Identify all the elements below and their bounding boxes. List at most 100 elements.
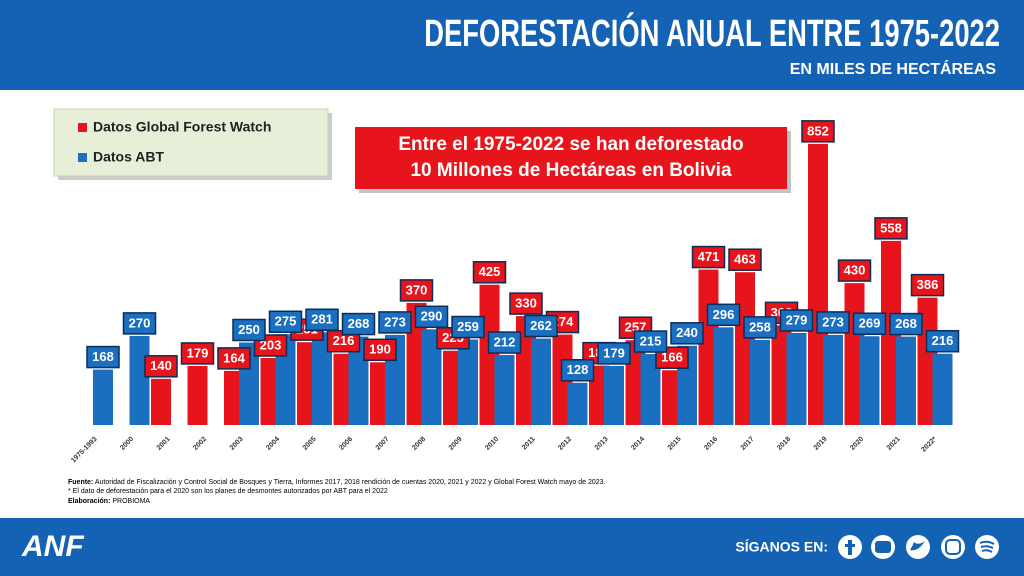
- value-label-box: [399, 279, 434, 302]
- value-label-box: [706, 303, 741, 327]
- credit: Elaboración: PROBIOMA: [68, 498, 150, 505]
- bar: [640, 354, 661, 425]
- x-tick-label: 2015: [667, 436, 683, 452]
- value-label-box: [779, 309, 814, 332]
- value-label-box: [633, 330, 668, 353]
- legend-label: Datos Global Forest Watch: [93, 119, 271, 135]
- x-tick-label: 2019: [813, 436, 829, 452]
- value-label: 216: [333, 333, 355, 348]
- glyph: [848, 540, 852, 555]
- x-tick-label: 2009: [448, 436, 464, 452]
- value-label-box: [691, 245, 726, 269]
- value-label: 216: [932, 333, 954, 348]
- footer-band: [0, 518, 1024, 576]
- legend-swatch: [78, 123, 87, 132]
- value-label: 164: [223, 350, 245, 365]
- plot: 1401791642032512161903702254253302741802…: [70, 120, 960, 464]
- bar: [932, 353, 953, 425]
- value-label: 430: [844, 263, 866, 278]
- bar: [93, 369, 113, 425]
- value-label-box: [86, 345, 120, 369]
- value-label: 268: [348, 316, 370, 331]
- value-label: 370: [406, 282, 428, 297]
- value-label: 425: [479, 264, 501, 279]
- value-label: 259: [457, 319, 479, 334]
- value-label-box: [472, 261, 507, 284]
- value-label-box: [144, 355, 178, 378]
- x-tick-label: 2021: [886, 436, 902, 452]
- value-label-box: [363, 338, 397, 362]
- bar: [129, 335, 150, 425]
- legend-swatch: [78, 153, 87, 162]
- annotation-box: [355, 127, 787, 189]
- credit-text: PROBIOMA: [112, 498, 150, 505]
- x-tick-label: 2003: [229, 436, 245, 452]
- value-label: 268: [895, 316, 917, 331]
- value-label-box: [728, 248, 762, 271]
- title: DEFORESTACIÓN ANUAL ENTRE 1975-2022: [424, 12, 1000, 56]
- x-tick-label: 2006: [338, 436, 354, 452]
- credit-label: Elaboración:: [68, 498, 110, 505]
- glyph: [945, 539, 961, 555]
- value-label-box: [925, 329, 960, 353]
- value-label-box: [414, 305, 449, 329]
- bar: [786, 332, 807, 425]
- bar: [567, 382, 588, 425]
- source-label: Fuente:: [68, 479, 93, 486]
- x-tick-label: 2001: [156, 436, 172, 452]
- x-tick-label: 2018: [776, 436, 792, 452]
- annotation-wrap: Entre el 1975-2022 se han deforestado 10…: [398, 134, 744, 181]
- value-label-box: [816, 311, 850, 334]
- value-label: 558: [880, 220, 902, 235]
- bar: [896, 336, 916, 425]
- x-tick-label: 2012: [557, 436, 573, 452]
- x-tick-label: 2011: [521, 436, 537, 452]
- value-label: 240: [676, 325, 698, 340]
- x-tick-label: 2022*: [920, 436, 938, 454]
- bar: [823, 334, 843, 425]
- value-label: 463: [734, 252, 756, 267]
- value-label: 128: [567, 362, 589, 377]
- x-tick-label: 2008: [411, 436, 427, 452]
- value-label: 273: [822, 314, 844, 329]
- value-label: 471: [698, 249, 720, 264]
- x-tick-label: 2014: [630, 436, 646, 452]
- value-label-box: [341, 312, 376, 336]
- value-label: 275: [275, 314, 297, 329]
- value-label-box: [451, 315, 485, 339]
- bar: [151, 378, 171, 425]
- value-label: 140: [150, 358, 172, 373]
- glyph: [910, 541, 925, 551]
- value-label-box: [560, 359, 595, 382]
- bar: [859, 336, 880, 425]
- annotation: Entre el 1975-2022 se han deforestado 10…: [398, 134, 744, 181]
- x-tick-label: 2016: [703, 436, 719, 452]
- value-label-box: [874, 217, 908, 240]
- x-tick-label: 2002: [192, 436, 208, 452]
- bar: [458, 339, 478, 425]
- value-label: 270: [129, 315, 151, 330]
- value-label: 273: [384, 314, 406, 329]
- note: * El dato de deforestación para el 2020 …: [68, 488, 388, 495]
- value-label-box: [180, 342, 215, 365]
- legend-label: Datos ABT: [93, 149, 164, 165]
- value-label-box: [670, 322, 704, 345]
- value-label-box: [268, 310, 303, 333]
- value-label-box: [524, 314, 558, 338]
- bar: [312, 332, 332, 425]
- value-label: 852: [807, 123, 829, 138]
- glyph: [875, 541, 891, 553]
- bar: [275, 334, 296, 425]
- legend-items: Datos Global Forest Watch Datos ABT: [78, 119, 271, 165]
- value-label-box: [232, 318, 266, 342]
- x-tick-label: 2020: [849, 436, 865, 452]
- bar: [421, 329, 442, 425]
- value-label-box: [487, 331, 522, 354]
- glyph: [845, 544, 855, 547]
- value-label-box: [889, 312, 923, 336]
- brand: ANF: [21, 530, 84, 563]
- value-label-box: [852, 312, 887, 335]
- value-label: 290: [421, 309, 443, 324]
- legend: [53, 108, 329, 177]
